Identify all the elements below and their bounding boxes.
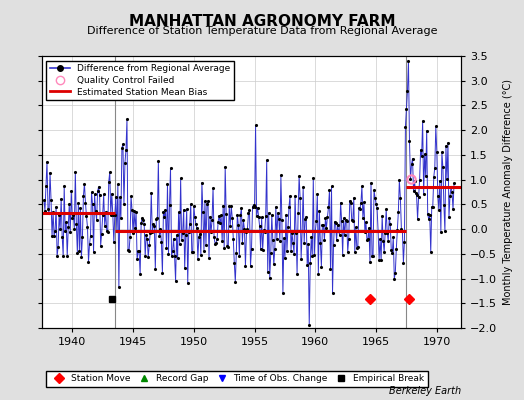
Text: Berkeley Earth: Berkeley Earth: [389, 386, 461, 396]
Y-axis label: Monthly Temperature Anomaly Difference (°C): Monthly Temperature Anomaly Difference (…: [503, 79, 513, 305]
Text: MANHATTAN AGRONOMY FARM: MANHATTAN AGRONOMY FARM: [129, 14, 395, 29]
Legend: Station Move, Record Gap, Time of Obs. Change, Empirical Break: Station Move, Record Gap, Time of Obs. C…: [47, 370, 428, 387]
Text: Difference of Station Temperature Data from Regional Average: Difference of Station Temperature Data f…: [87, 26, 437, 36]
